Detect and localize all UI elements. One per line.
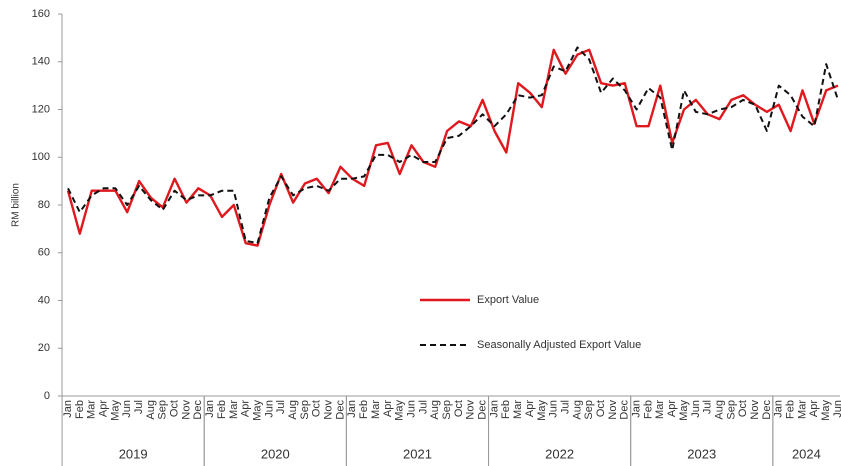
x-tick-label: Jan — [204, 400, 216, 418]
x-tick-label: May — [109, 400, 121, 421]
series-line — [67, 46, 839, 245]
year-label: 2024 — [792, 446, 821, 461]
x-tick-label: Feb — [500, 400, 512, 419]
x-tick-label: Oct — [453, 400, 465, 417]
x-tick-label: May — [820, 400, 832, 421]
x-tick-label: Feb — [642, 400, 654, 419]
x-tick-label: Feb — [74, 400, 86, 419]
year-label: 2023 — [687, 446, 716, 461]
x-tick-label: Feb — [358, 400, 370, 419]
x-tick-label: Mar — [512, 400, 524, 419]
x-tick-label: Jan — [631, 400, 643, 418]
x-tick-label: Nov — [749, 400, 761, 420]
x-tick-label: Jul — [417, 400, 429, 414]
x-tick-label: Apr — [382, 400, 394, 417]
x-tick-label: Aug — [429, 400, 441, 420]
x-tick-label: Dec — [334, 400, 346, 420]
y-tick-label: 160 — [32, 8, 50, 20]
y-axis-label: RM billion — [11, 183, 22, 227]
x-tick-label: Dec — [477, 400, 489, 420]
x-tick-label: Oct — [595, 400, 607, 417]
y-tick-label: 0 — [44, 390, 50, 402]
x-tick-label: Mar — [228, 400, 240, 419]
year-label: 2021 — [403, 446, 432, 461]
x-tick-label: Feb — [785, 400, 797, 419]
x-tick-label: May — [536, 400, 548, 421]
y-tick-label: 120 — [32, 103, 50, 115]
x-tick-label: Jan — [488, 400, 500, 418]
x-tick-label: Sep — [441, 400, 453, 420]
x-tick-label: Jun — [690, 400, 702, 418]
x-tick-label: Mar — [86, 400, 98, 419]
x-tick-label: Jun — [263, 400, 275, 418]
y-tick-label: 40 — [38, 294, 50, 306]
y-tick-label: 100 — [32, 151, 50, 163]
x-tick-label: Apr — [524, 400, 536, 417]
series-line — [66, 48, 839, 247]
legend-label: Export Value — [477, 294, 539, 306]
x-tick-label: Jun — [121, 400, 133, 418]
x-tick-label: Dec — [761, 400, 773, 420]
x-tick-label: Aug — [287, 400, 299, 420]
x-tick-label: Sep — [157, 400, 169, 420]
year-label: 2019 — [119, 446, 148, 461]
x-tick-label: Jan — [773, 400, 785, 418]
y-tick-label: 20 — [38, 342, 50, 354]
x-tick-label: Jul — [133, 400, 145, 414]
y-tick-label: 60 — [38, 247, 50, 259]
x-tick-label: Sep — [299, 400, 311, 420]
x-tick-label: Jun — [832, 400, 841, 418]
year-label: 2020 — [261, 446, 290, 461]
legend-label: Seasonally Adjusted Export Value — [477, 339, 641, 351]
x-tick-label: Nov — [323, 400, 335, 420]
y-tick-label: 80 — [38, 199, 50, 211]
x-tick-label: Mar — [796, 400, 808, 419]
x-tick-label: Feb — [216, 400, 228, 419]
x-tick-label: Jul — [559, 400, 571, 414]
x-tick-label: Jun — [548, 400, 560, 418]
x-tick-label: May — [678, 400, 690, 421]
x-tick-label: May — [394, 400, 406, 421]
x-tick-label: Oct — [311, 400, 323, 417]
year-label: 2022 — [545, 446, 574, 461]
x-tick-label: Mar — [654, 400, 666, 419]
x-tick-label: Nov — [180, 400, 192, 420]
x-tick-label: Dec — [619, 400, 631, 420]
x-tick-label: Nov — [465, 400, 477, 420]
x-tick-label: Aug — [145, 400, 157, 420]
x-tick-label: Oct — [737, 400, 749, 417]
x-tick-label: Apr — [808, 400, 820, 417]
x-tick-label: Sep — [583, 400, 595, 420]
x-tick-label: Mar — [370, 400, 382, 419]
x-tick-label: Oct — [169, 400, 181, 417]
x-tick-label: Aug — [713, 400, 725, 420]
x-tick-label: Aug — [571, 400, 583, 420]
x-tick-label: Dec — [192, 400, 204, 420]
x-tick-label: Jan — [346, 400, 358, 418]
x-tick-label: Apr — [666, 400, 678, 417]
x-tick-label: Jan — [62, 400, 74, 418]
x-tick-label: Nov — [607, 400, 619, 420]
x-tick-label: Apr — [97, 400, 109, 417]
x-tick-label: May — [251, 400, 263, 421]
x-tick-label: Jul — [275, 400, 287, 414]
x-tick-label: Apr — [240, 400, 252, 417]
y-tick-label: 140 — [32, 56, 50, 68]
x-tick-label: Sep — [725, 400, 737, 420]
x-tick-label: Jul — [702, 400, 714, 414]
x-tick-label: Jun — [405, 400, 417, 418]
